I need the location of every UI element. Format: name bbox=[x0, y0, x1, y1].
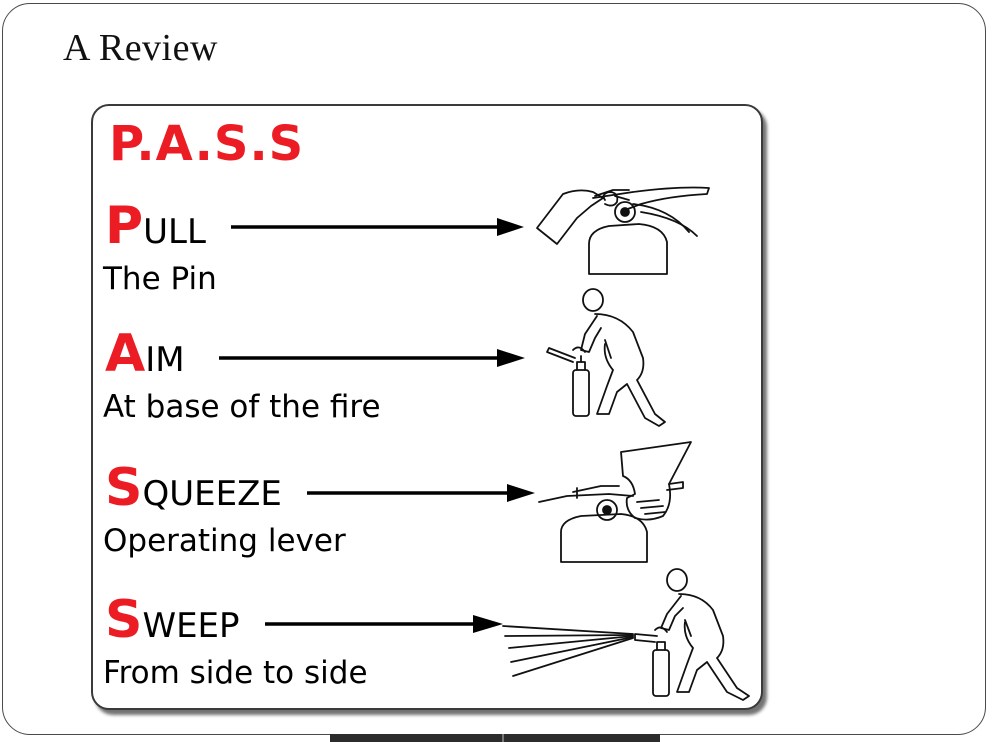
arrow-icon bbox=[265, 615, 503, 633]
bottom-toolbar-strip bbox=[330, 734, 660, 742]
step-sweep-word: SWEEP bbox=[105, 594, 240, 646]
step-rest: IM bbox=[145, 340, 185, 380]
step-rest: QUEEZE bbox=[142, 474, 282, 514]
step-initial: P bbox=[105, 196, 144, 256]
pass-heading: P.A.S.S bbox=[109, 116, 305, 172]
extinguisher-pin-pull-icon bbox=[536, 186, 710, 275]
arrow-icon bbox=[231, 218, 524, 236]
step-rest: ULL bbox=[143, 212, 206, 252]
step-pull-description: The Pin bbox=[103, 261, 217, 297]
slide-frame: A Review P.A.S.S PULL The Pin bbox=[2, 3, 986, 735]
step-initial: A bbox=[105, 324, 146, 384]
arrow-icon bbox=[219, 349, 525, 367]
arrow-icon bbox=[307, 484, 535, 502]
person-sweeping-spray-icon bbox=[502, 568, 750, 701]
step-pull-word: PULL bbox=[105, 200, 206, 252]
step-squeeze-description: Operating lever bbox=[103, 523, 346, 559]
person-aiming-extinguisher-icon bbox=[546, 288, 666, 427]
slide-title: A Review bbox=[63, 27, 218, 69]
step-aim-word: AIM bbox=[105, 328, 185, 380]
step-rest: WEEP bbox=[142, 606, 240, 646]
pass-card: P.A.S.S PULL The Pin bbox=[91, 104, 763, 710]
step-squeeze-word: SQUEEZE bbox=[105, 462, 282, 514]
step-initial: S bbox=[105, 590, 143, 650]
step-initial: S bbox=[105, 458, 143, 518]
step-aim-description: At base of the fire bbox=[103, 389, 381, 425]
hand-squeezing-lever-icon bbox=[538, 441, 692, 563]
toolbar-divider bbox=[502, 734, 504, 742]
step-sweep-description: From side to side bbox=[103, 655, 368, 691]
